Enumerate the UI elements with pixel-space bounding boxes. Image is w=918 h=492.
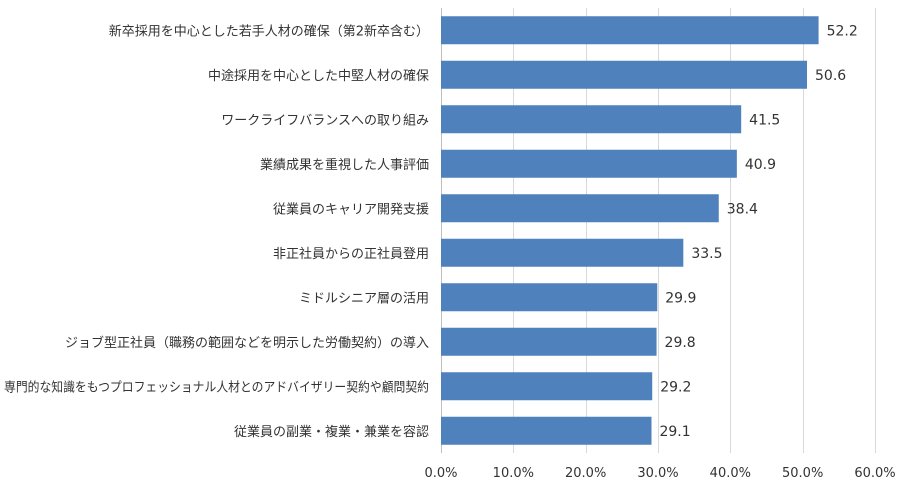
bar bbox=[441, 238, 684, 267]
value-label: 38.4 bbox=[727, 201, 758, 217]
category-label: 業績成果を重視した人事評価 bbox=[260, 157, 429, 173]
x-tick-label: 60.0% bbox=[854, 466, 895, 481]
x-tick-label: 40.0% bbox=[710, 466, 751, 481]
value-label: 41.5 bbox=[749, 112, 780, 128]
value-label: 33.5 bbox=[691, 246, 722, 262]
category-label: ジョブ型正社員（職務の範囲などを明示した労働契約）の導入 bbox=[65, 335, 429, 351]
bar bbox=[441, 105, 742, 134]
value-labels: 52.2 50.6 41.5 40.9 38.4 33.5 29.9 29.8 29.2 29.1 bbox=[659, 23, 857, 440]
value-label: 29.9 bbox=[665, 290, 696, 306]
bars bbox=[441, 16, 819, 445]
category-label: 従業員のキャリア開発支援 bbox=[273, 201, 429, 217]
category-label: 専門的な知識をもつプロフェッショナル人材とのアドバイザリー契約や顧問契約 bbox=[4, 379, 429, 395]
bar bbox=[441, 194, 719, 223]
category-labels: 新卒採用を中心とした若手人材の確保（第2新卒含む） 中途採用を中心とした中堅人材の… bbox=[4, 23, 429, 440]
bar bbox=[441, 60, 808, 89]
bar bbox=[441, 372, 653, 401]
value-label: 52.2 bbox=[827, 23, 858, 39]
x-tick-label: 10.0% bbox=[493, 466, 534, 481]
bar bbox=[441, 16, 819, 45]
value-label: 29.1 bbox=[659, 424, 690, 440]
value-label: 29.2 bbox=[660, 379, 691, 395]
value-label: 40.9 bbox=[745, 157, 776, 173]
category-label: 非正社員からの正社員登用 bbox=[273, 246, 429, 262]
category-label: 従業員の副業・複業・兼業を容認 bbox=[234, 424, 429, 440]
value-label: 50.6 bbox=[815, 68, 846, 84]
x-tick-label: 20.0% bbox=[565, 466, 606, 481]
bar bbox=[441, 327, 657, 356]
x-tick-label: 50.0% bbox=[782, 466, 823, 481]
bar bbox=[441, 283, 658, 312]
x-tick-label: 30.0% bbox=[637, 466, 678, 481]
category-label: 中途採用を中心とした中堅人材の確保 bbox=[208, 68, 429, 84]
x-tick-labels: 0.0% 10.0% 20.0% 30.0% 40.0% 50.0% 60.0% bbox=[424, 466, 895, 481]
category-label: ワークライフバランスへの取り組み bbox=[221, 113, 429, 128]
category-label: 新卒採用を中心とした若手人材の確保（第2新卒含む） bbox=[109, 23, 429, 39]
x-tick-label: 0.0% bbox=[424, 466, 457, 481]
bar bbox=[441, 416, 652, 445]
value-label: 29.8 bbox=[665, 335, 696, 351]
category-label: ミドルシニア層の活用 bbox=[299, 291, 429, 306]
bar bbox=[441, 149, 737, 178]
